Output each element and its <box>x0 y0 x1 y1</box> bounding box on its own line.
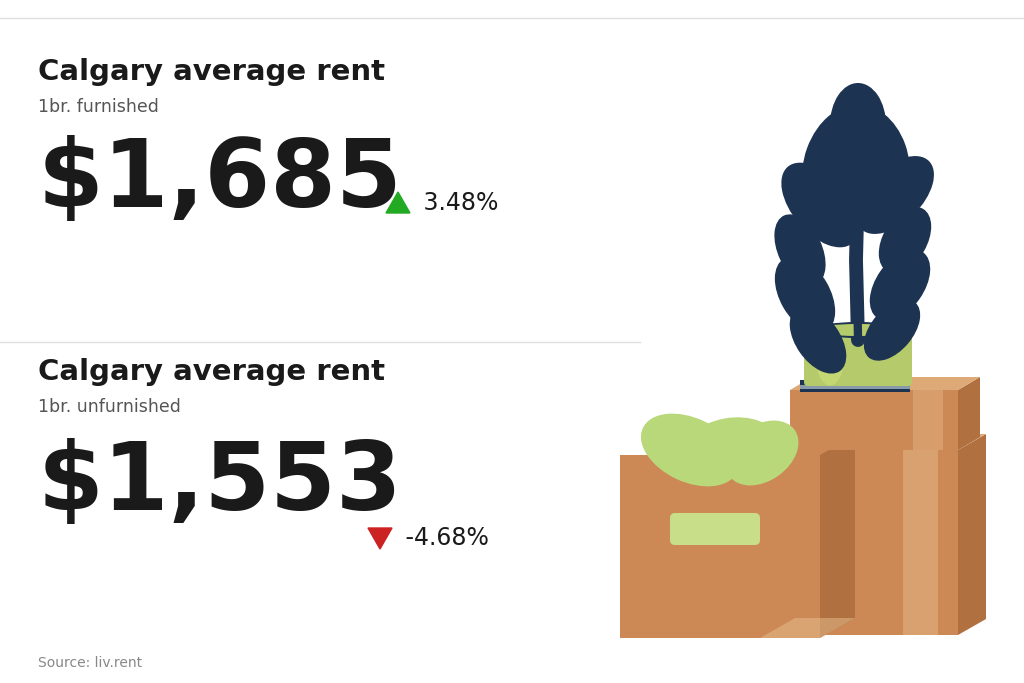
Polygon shape <box>386 192 410 213</box>
Ellipse shape <box>641 414 739 486</box>
Bar <box>800 380 910 392</box>
Polygon shape <box>958 434 986 635</box>
Ellipse shape <box>775 257 836 333</box>
Polygon shape <box>368 528 392 549</box>
Text: $1,685: $1,685 <box>38 135 402 227</box>
Ellipse shape <box>856 156 934 234</box>
Text: $1,553: $1,553 <box>38 438 402 530</box>
Text: Calgary average rent: Calgary average rent <box>38 358 385 386</box>
Bar <box>790 390 958 450</box>
FancyBboxPatch shape <box>670 513 760 545</box>
Ellipse shape <box>682 417 777 479</box>
Text: -4.68%: -4.68% <box>398 526 488 550</box>
Ellipse shape <box>841 107 909 204</box>
Ellipse shape <box>781 163 859 247</box>
Bar <box>913 390 943 450</box>
Text: 3.48%: 3.48% <box>416 191 499 215</box>
Ellipse shape <box>812 324 904 336</box>
Ellipse shape <box>816 331 844 385</box>
Polygon shape <box>958 377 980 450</box>
Ellipse shape <box>726 421 799 486</box>
Ellipse shape <box>812 322 904 338</box>
Text: 1br. furnished: 1br. furnished <box>38 98 159 116</box>
Bar <box>775 450 958 635</box>
Polygon shape <box>775 434 986 450</box>
Ellipse shape <box>830 83 886 167</box>
Ellipse shape <box>774 214 825 285</box>
Ellipse shape <box>790 307 846 374</box>
Ellipse shape <box>869 249 930 320</box>
Bar <box>620 455 820 638</box>
Bar <box>903 450 938 635</box>
Polygon shape <box>790 377 980 390</box>
Polygon shape <box>820 435 855 638</box>
Bar <box>800 385 910 389</box>
Ellipse shape <box>864 299 921 361</box>
Text: 1br. unfurnished: 1br. unfurnished <box>38 398 181 416</box>
FancyBboxPatch shape <box>804 331 912 386</box>
Text: Source: liv.rent: Source: liv.rent <box>38 656 142 670</box>
Polygon shape <box>760 618 855 638</box>
Ellipse shape <box>802 107 878 213</box>
Text: Calgary average rent: Calgary average rent <box>38 58 385 86</box>
Ellipse shape <box>879 207 931 273</box>
